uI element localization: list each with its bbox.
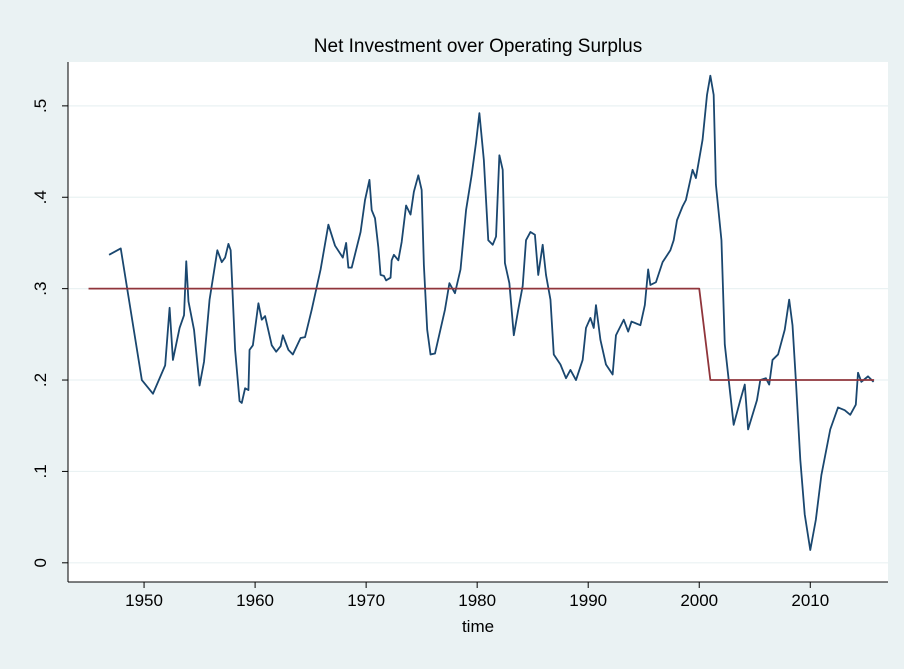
plot-area (68, 62, 888, 582)
x-tick-label: 1960 (236, 591, 274, 610)
x-tick-label: 1950 (125, 591, 163, 610)
y-tick-label: .3 (31, 282, 50, 296)
x-tick-label: 1970 (347, 591, 385, 610)
y-tick-label: .5 (31, 99, 50, 113)
x-axis-label: time (462, 617, 494, 636)
y-tick-label: .4 (31, 190, 50, 204)
y-tick-label: .2 (31, 373, 50, 387)
y-tick-label: .1 (31, 464, 50, 478)
chart-title: Net Investment over Operating Surplus (314, 36, 642, 57)
series-line (88, 287, 875, 381)
x-tick-label: 2010 (791, 591, 829, 610)
series-line (108, 74, 875, 551)
x-tick-label: 1990 (569, 591, 607, 610)
y-tick-label: 0 (31, 558, 50, 567)
x-tick-label: 2000 (680, 591, 718, 610)
x-tick-label: 1980 (458, 591, 496, 610)
